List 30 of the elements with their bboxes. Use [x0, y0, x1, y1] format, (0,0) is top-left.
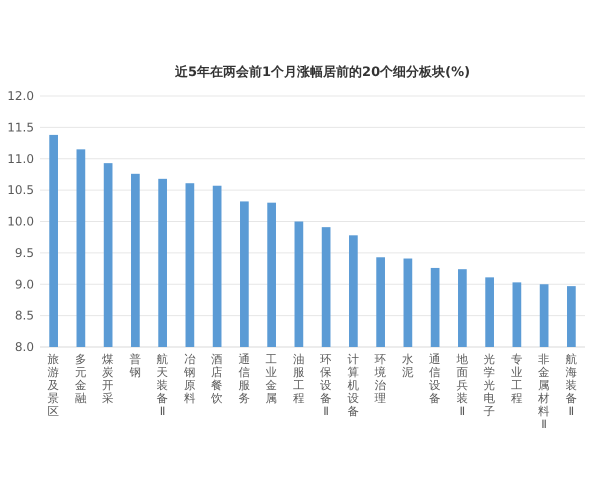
- y-tick-label: 10.0: [7, 214, 34, 228]
- x-tick-label: 航天装备Ⅱ: [156, 352, 169, 418]
- y-tick-label: 12.0: [7, 89, 34, 103]
- x-tick-label: 油服工程: [292, 352, 305, 405]
- x-tick-label: 计算机设备: [347, 352, 360, 418]
- x-tick-label: 水泥: [402, 352, 414, 379]
- x-tick-label: 酒店餐饮: [210, 352, 224, 405]
- x-tick-label: 环保设备Ⅱ: [320, 352, 332, 418]
- y-tick-label: 9.5: [14, 246, 34, 260]
- x-tick-label: 普钢: [128, 352, 142, 379]
- y-tick-label: 11.0: [7, 152, 34, 166]
- y-tick-label: 9.0: [14, 277, 34, 292]
- x-tick-label: 煤炭开采: [102, 352, 114, 405]
- y-tick-label: 8.5: [14, 308, 34, 323]
- x-tick-label: 光学光电子: [484, 352, 496, 418]
- x-tick-label: 通信服务: [238, 352, 250, 405]
- x-tick-label: 多元金融: [74, 352, 87, 405]
- x-tick-label: 地面兵装Ⅱ: [455, 352, 468, 418]
- x-tick-label: 非金属材料Ⅱ: [537, 352, 550, 431]
- x-tick-label: 航海装备Ⅱ: [565, 352, 578, 418]
- y-tick-label: 8.0: [14, 340, 34, 354]
- chart-title: 近5年在两会前1个月涨幅居前的20个细分板块(%): [174, 64, 470, 80]
- x-tick-label: 旅游及景区: [48, 352, 60, 418]
- x-tick-label: 通信设备: [429, 352, 442, 405]
- y-tick-label: 10.5: [7, 183, 34, 198]
- x-tick-label: 专业工程: [510, 352, 523, 405]
- x-tick-label: 冶钢原料: [182, 352, 196, 405]
- y-tick-label: 11.5: [7, 120, 34, 134]
- x-tick-label: 工业金属: [266, 352, 278, 405]
- x-tick-label: 环境治理: [374, 352, 387, 405]
